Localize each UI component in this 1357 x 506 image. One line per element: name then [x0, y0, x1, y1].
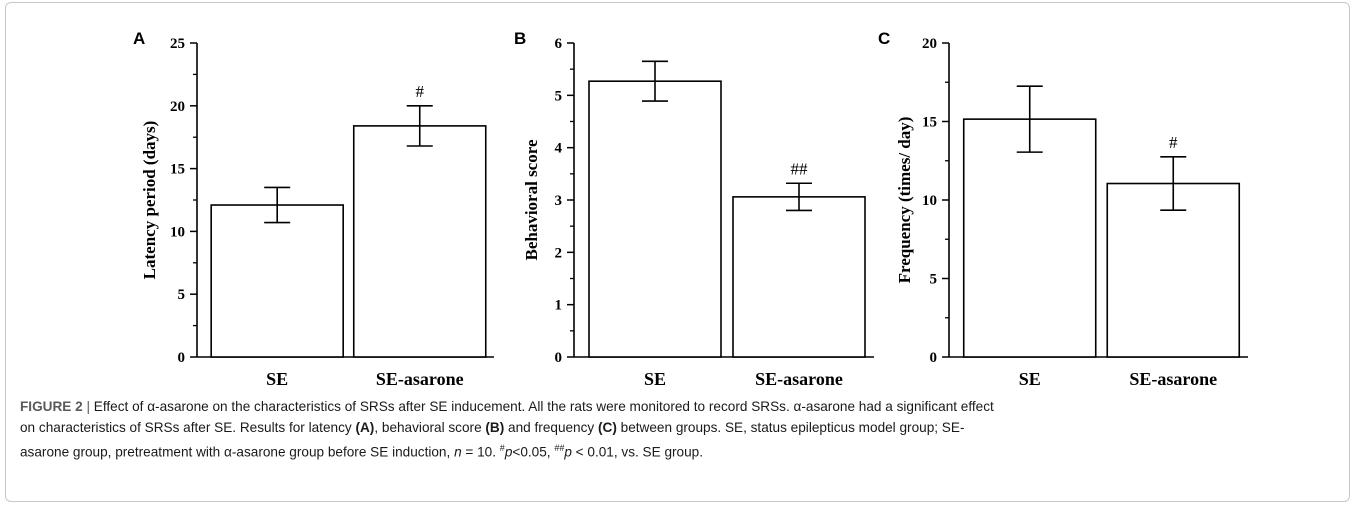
x-category-label-a: SE-asarone [376, 369, 464, 389]
caption-p-symbol-2: p [564, 444, 572, 460]
y-tick-label-a: 20 [170, 99, 185, 115]
y-tick-label-b: 4 [555, 141, 563, 157]
y-tick-label-b: 2 [555, 245, 563, 261]
bar-c-1 [962, 118, 1097, 358]
caption-text-2b: , behavioral score [374, 420, 486, 435]
caption-panel-b: (B) [485, 420, 505, 435]
x-category-label-a: SE [266, 369, 288, 389]
x-category-label-c: SE-asarone [1129, 369, 1217, 389]
caption-n-value: = 10. [461, 444, 500, 460]
caption-line-3: asarone group, pretreatment with α-asaro… [20, 438, 1338, 463]
y-tick-label-a: 5 [178, 287, 186, 303]
bar-b-1 [588, 80, 722, 358]
caption-text-2c: and frequency [504, 420, 598, 435]
figure-caption: FIGURE 2 | Effect of α-asarone on the ch… [20, 396, 1338, 463]
y-tick-label-a: 25 [170, 36, 185, 52]
caption-line-2: on characteristics of SRSs after SE. Res… [20, 417, 1338, 438]
caption-sig1-text: <0.05, [512, 444, 555, 460]
significance-mark-b: ## [791, 159, 809, 178]
panel-label-b: B [514, 29, 526, 48]
y-tick-label-c: 10 [922, 193, 937, 209]
y-tick-label-c: 20 [922, 36, 937, 52]
caption-separator: | [82, 399, 94, 414]
panel-label-a: A [133, 29, 145, 48]
y-tick-label-b: 1 [555, 298, 563, 314]
caption-panel-c: (C) [598, 420, 617, 435]
x-category-label-c: SE [1019, 369, 1041, 389]
caption-n-symbol: n [454, 444, 462, 460]
y-tick-label-c: 0 [930, 350, 938, 366]
figure-label: FIGURE 2 [20, 399, 83, 414]
panel-label-c: C [878, 29, 890, 48]
significance-mark-c: # [1169, 133, 1178, 152]
y-tick-label-b: 6 [555, 36, 563, 52]
y-axis-title-a: Latency period (days) [140, 121, 159, 280]
bar-a-1 [210, 204, 344, 358]
caption-text-2a: on characteristics of SRSs after SE. Res… [20, 420, 356, 435]
bar-a-2 [352, 125, 487, 358]
y-tick-label-a: 10 [170, 224, 185, 240]
y-tick-label-b: 5 [555, 88, 563, 104]
figure-frame [5, 2, 1350, 502]
y-tick-label-a: 0 [178, 350, 186, 366]
caption-text-1: Effect of α-asarone on the characteristi… [93, 399, 994, 414]
caption-text-2d: between groups. SE, status epilepticus m… [616, 420, 965, 435]
y-axis-title-c: Frequency (times/ day) [895, 117, 914, 284]
y-tick-label-b: 0 [555, 350, 563, 366]
caption-sig2-text: < 0.01, vs. SE group. [571, 444, 704, 460]
y-tick-label-c: 15 [922, 115, 937, 131]
caption-panel-a: (A) [355, 420, 375, 435]
y-tick-label-a: 15 [170, 162, 185, 178]
y-axis-title-b: Behavioral score [522, 139, 541, 260]
x-category-label-b: SE [644, 369, 666, 389]
caption-sig2-mark: ## [554, 443, 565, 453]
caption-line-1: FIGURE 2 | Effect of α-asarone on the ch… [20, 396, 1338, 417]
bar-b-2 [732, 196, 866, 358]
y-tick-label-c: 5 [930, 272, 938, 288]
caption-sig1-mark: # [499, 443, 505, 453]
significance-mark-a: # [416, 82, 425, 101]
bar-c-2 [1106, 182, 1241, 358]
y-tick-label-b: 3 [555, 193, 563, 209]
x-category-label-b: SE-asarone [755, 369, 843, 389]
caption-text-3: asarone group, pretreatment with α-asaro… [20, 444, 455, 460]
caption-p-symbol-1: p [504, 444, 513, 460]
